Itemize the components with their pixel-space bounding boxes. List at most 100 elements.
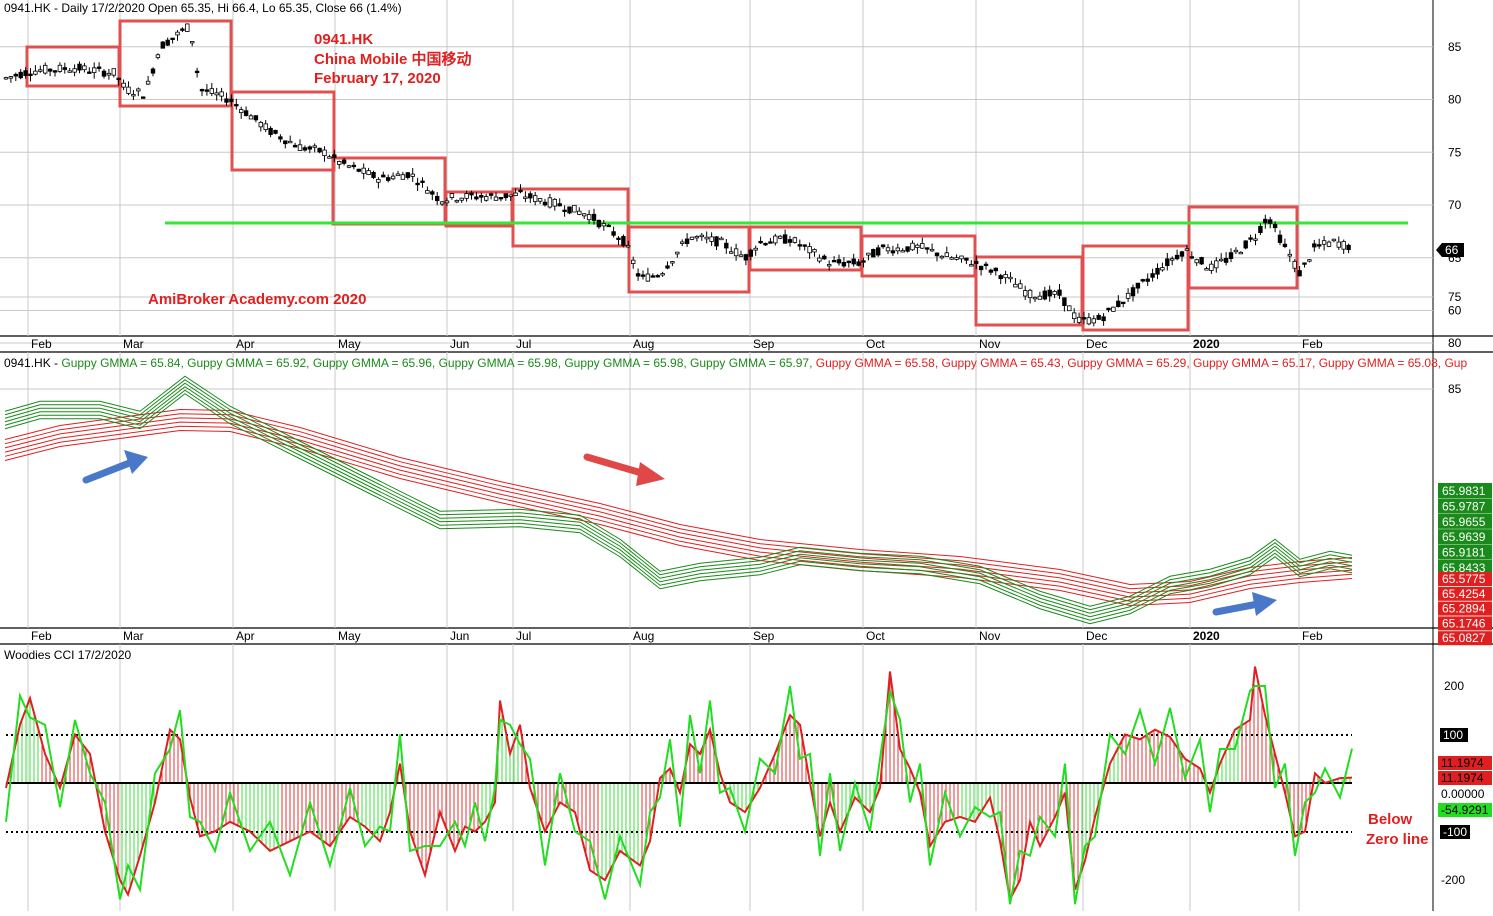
- cci-badge: -100: [1440, 825, 1470, 839]
- y-tick-label: 80: [1448, 336, 1462, 350]
- candle: [582, 213, 587, 219]
- month-label: Sep: [753, 629, 775, 643]
- month-label: Aug: [633, 629, 654, 643]
- candle: [87, 67, 92, 74]
- candle: [743, 253, 749, 266]
- candle: [1184, 245, 1190, 251]
- candle: [773, 233, 778, 246]
- candle: [640, 270, 646, 280]
- month-label: Apr: [236, 337, 255, 351]
- candle: [1336, 236, 1341, 250]
- candle: [1238, 251, 1243, 255]
- candle: [846, 260, 851, 268]
- candle: [224, 92, 229, 106]
- candle: [253, 115, 259, 123]
- candle: [1140, 278, 1145, 283]
- svg-text:65.9639: 65.9639: [1442, 530, 1486, 544]
- candle: [273, 129, 278, 135]
- candle: [831, 256, 837, 263]
- candle: [278, 134, 283, 143]
- svg-text:11.1974: 11.1974: [1441, 771, 1484, 785]
- candle: [469, 190, 474, 200]
- candle: [126, 81, 131, 96]
- candle: [861, 257, 866, 268]
- candle: [1023, 285, 1028, 301]
- month-label: Feb: [31, 629, 52, 643]
- candle: [591, 208, 597, 225]
- candle: [675, 251, 680, 258]
- cci-lines: [5, 666, 1353, 905]
- candle: [341, 157, 347, 166]
- candle: [430, 189, 435, 201]
- svg-text:66: 66: [1445, 243, 1459, 257]
- candle: [890, 245, 896, 257]
- guppy-header: 0941.HK - Guppy GMMA = 65.84, Guppy GMMA…: [4, 356, 1467, 370]
- svg-text:-54.9291: -54.9291: [1441, 803, 1489, 817]
- candle: [738, 250, 744, 257]
- candle: [621, 234, 626, 248]
- candle: [116, 77, 121, 86]
- candle: [1047, 285, 1052, 302]
- candle: [1116, 295, 1121, 308]
- candle: [1057, 283, 1062, 300]
- candle: [616, 236, 621, 246]
- candle: [47, 68, 53, 77]
- candle: [165, 37, 170, 46]
- candle: [82, 63, 87, 73]
- y-tick-label: 70: [1448, 198, 1462, 212]
- range-box: [1187, 205, 1299, 290]
- candle: [1317, 238, 1322, 249]
- candle: [145, 75, 151, 85]
- candle: [841, 257, 847, 268]
- candle: [1027, 288, 1033, 304]
- candle: [77, 61, 82, 74]
- candle: [204, 84, 210, 96]
- month-labels: Feb Feb Mar Mar Apr Apr May May Jun Jun Jul Jul Aug A…: [31, 337, 1323, 643]
- candle: [1243, 240, 1248, 250]
- candle: [292, 142, 298, 148]
- candle: [934, 252, 940, 262]
- cci-badge: 11.1974: [1438, 771, 1492, 785]
- month-label: Dec: [1086, 629, 1107, 643]
- candle: [650, 273, 655, 278]
- candle: [660, 271, 665, 277]
- annotation-company: China Mobile 中国移动: [314, 50, 472, 68]
- candle: [189, 41, 195, 47]
- month-label: 2020: [1193, 629, 1220, 643]
- month-label: Nov: [979, 629, 1000, 643]
- guppy-short-line: [4, 386, 1353, 618]
- arrow-up-right: [1212, 592, 1277, 616]
- guppy-badge-short: 65.9831: [1438, 483, 1492, 498]
- candle: [1179, 250, 1185, 262]
- candle: [978, 265, 984, 276]
- candle: [606, 223, 611, 228]
- candle: [415, 177, 420, 192]
- svg-text:65.9655: 65.9655: [1442, 515, 1486, 529]
- candle: [1135, 282, 1141, 294]
- candle: [444, 197, 450, 207]
- guppy-badge-long: 65.1746: [1438, 616, 1492, 631]
- candle: [1326, 240, 1332, 248]
- candle: [1268, 216, 1273, 229]
- candle: [631, 256, 636, 269]
- guppy-badge-short: 65.9639: [1438, 529, 1492, 545]
- candle: [1253, 233, 1258, 246]
- month-label: 2020: [1193, 337, 1220, 351]
- candle: [464, 190, 469, 202]
- candle: [434, 192, 440, 206]
- month-label: Mar: [123, 337, 144, 351]
- month-label: Aug: [633, 337, 654, 351]
- month-label: Jun: [450, 629, 469, 643]
- candle: [645, 267, 651, 282]
- range-box: [511, 187, 630, 248]
- candle: [655, 273, 660, 278]
- candle: [1277, 230, 1283, 246]
- candle: [665, 261, 670, 270]
- candle: [180, 27, 185, 32]
- candle: [238, 106, 244, 119]
- candle: [503, 193, 508, 201]
- candle: [964, 257, 969, 265]
- candle: [1263, 214, 1268, 229]
